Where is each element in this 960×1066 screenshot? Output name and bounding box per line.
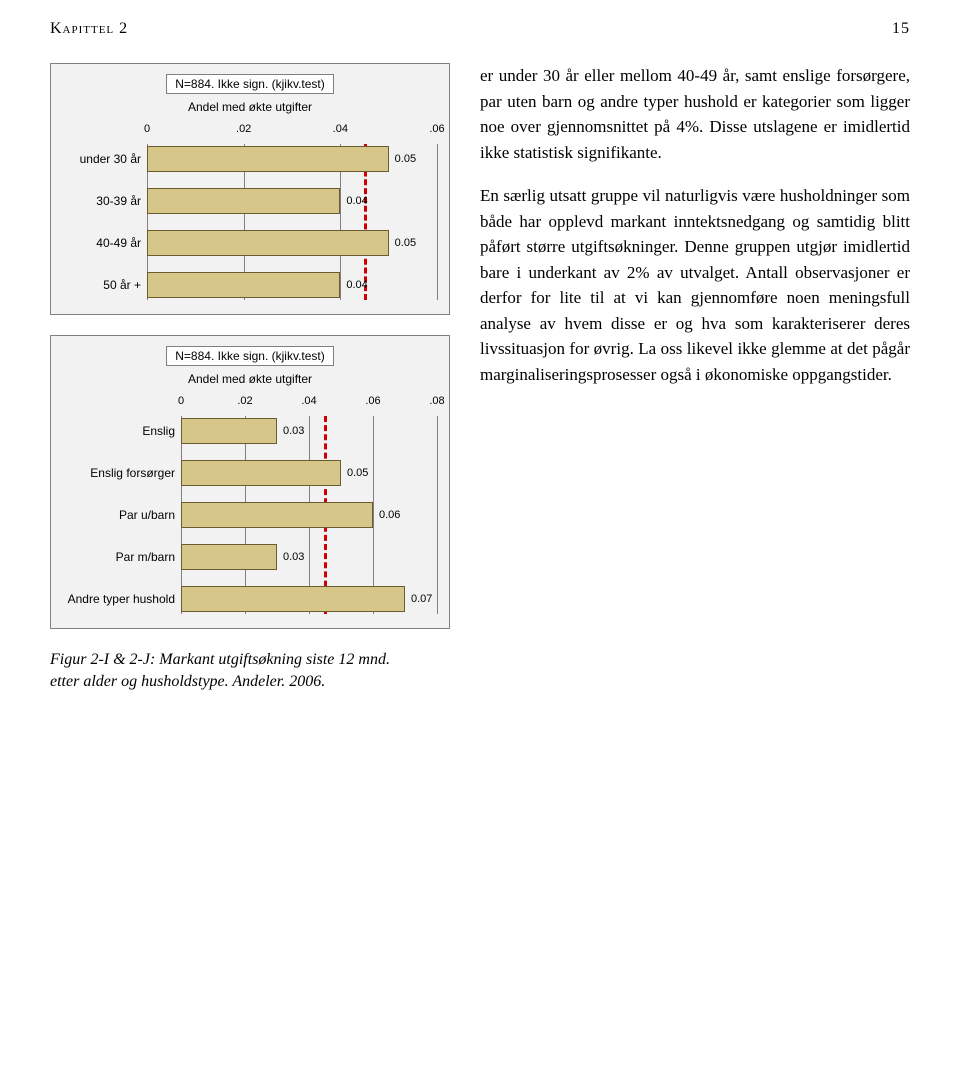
bar-category-label: Enslig bbox=[63, 424, 181, 438]
axis-tick: .06 bbox=[365, 395, 380, 407]
bar bbox=[181, 418, 277, 444]
bar-category-label: 50 år + bbox=[63, 278, 147, 292]
bar-category-label: Par u/barn bbox=[63, 508, 181, 522]
bar-row: 40-49 år 0.05 bbox=[63, 228, 437, 258]
bar-row: Enslig forsørger 0.05 bbox=[63, 458, 437, 488]
bar-row: Par m/barn 0.03 bbox=[63, 542, 437, 572]
bar-category-label: 40-49 år bbox=[63, 236, 147, 250]
household-chart: N=884. Ikke sign. (kjikv.test) Andel med… bbox=[50, 335, 450, 629]
bar bbox=[181, 544, 277, 570]
bar-value-label: 0.07 bbox=[411, 593, 432, 605]
bar-row: 30-39 år 0.04 bbox=[63, 186, 437, 216]
bar bbox=[147, 188, 340, 214]
bar-value-label: 0.03 bbox=[283, 551, 304, 563]
bar-category-label: Par m/barn bbox=[63, 550, 181, 564]
page-header: Kapittel 2 15 bbox=[50, 20, 910, 38]
axis-tick: 0 bbox=[144, 123, 150, 135]
bar-value-label: 0.03 bbox=[283, 425, 304, 437]
bar bbox=[147, 146, 389, 172]
axis-tick: .08 bbox=[429, 395, 444, 407]
bar-value-label: 0.04 bbox=[346, 195, 367, 207]
chart2-title: N=884. Ikke sign. (kjikv.test) bbox=[166, 346, 334, 366]
axis-tick: .04 bbox=[301, 395, 316, 407]
body-text: er under 30 år eller mellom 40-49 år, sa… bbox=[480, 63, 910, 692]
bar-category-label: 30-39 år bbox=[63, 194, 147, 208]
bar bbox=[181, 502, 373, 528]
paragraph-2: En særlig utsatt gruppe vil naturligvis … bbox=[480, 183, 910, 387]
bar-value-label: 0.06 bbox=[379, 509, 400, 521]
age-chart: N=884. Ikke sign. (kjikv.test) Andel med… bbox=[50, 63, 450, 315]
bar bbox=[147, 230, 389, 256]
bar-row: Enslig 0.03 bbox=[63, 416, 437, 446]
bar-row: Andre typer hushold 0.07 bbox=[63, 584, 437, 614]
bar bbox=[181, 460, 341, 486]
page-number: 15 bbox=[892, 20, 910, 38]
paragraph-1: er under 30 år eller mellom 40-49 år, sa… bbox=[480, 63, 910, 165]
chart1-subtitle: Andel med økte utgifter bbox=[63, 100, 437, 114]
bar-value-label: 0.05 bbox=[395, 237, 416, 249]
chart1-title: N=884. Ikke sign. (kjikv.test) bbox=[166, 74, 334, 94]
bar-category-label: under 30 år bbox=[63, 152, 147, 166]
axis-tick: 0 bbox=[178, 395, 184, 407]
bar-row: 50 år + 0.04 bbox=[63, 270, 437, 300]
chapter-label: Kapittel 2 bbox=[50, 20, 128, 38]
bar bbox=[147, 272, 340, 298]
bar-value-label: 0.05 bbox=[395, 153, 416, 165]
chart2-subtitle: Andel med økte utgifter bbox=[63, 372, 437, 386]
bar-category-label: Enslig forsørger bbox=[63, 466, 181, 480]
bar-row: under 30 år 0.05 bbox=[63, 144, 437, 174]
bar-value-label: 0.04 bbox=[346, 279, 367, 291]
axis-tick: .04 bbox=[333, 123, 348, 135]
axis-tick: .02 bbox=[236, 123, 251, 135]
bar bbox=[181, 586, 405, 612]
bar-category-label: Andre typer hushold bbox=[63, 592, 181, 606]
axis-tick: .02 bbox=[237, 395, 252, 407]
bar-row: Par u/barn 0.06 bbox=[63, 500, 437, 530]
bar-value-label: 0.05 bbox=[347, 467, 368, 479]
axis-tick: .06 bbox=[429, 123, 444, 135]
figure-caption: Figur 2-I & 2-J: Markant utgiftsøkning s… bbox=[50, 649, 410, 692]
